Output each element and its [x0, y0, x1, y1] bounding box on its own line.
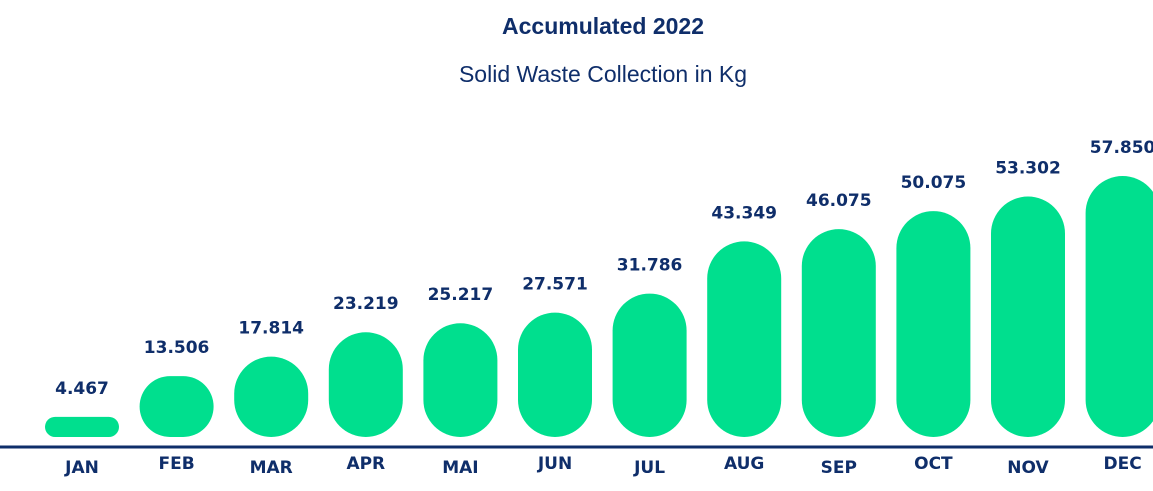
- data-label: 17.814: [238, 319, 304, 339]
- bar: [518, 312, 592, 437]
- x-tick-label: SEP: [821, 458, 857, 478]
- x-tick-label: MAI: [442, 458, 478, 478]
- x-tick-label: APR: [346, 454, 385, 474]
- bar: [45, 416, 119, 437]
- data-label: 27.571: [522, 275, 588, 295]
- x-tick-label: JAN: [64, 458, 99, 478]
- x-tick-label: MAR: [250, 458, 293, 478]
- chart-title: Accumulated 2022: [502, 13, 704, 39]
- bar: [991, 196, 1065, 437]
- chart-subtitle: Solid Waste Collection in Kg: [459, 61, 747, 87]
- bar: [896, 211, 971, 437]
- data-label: 13.506: [144, 338, 210, 358]
- bar: [328, 332, 403, 437]
- x-tick-label: NOV: [1007, 458, 1049, 478]
- data-label: 57.850: [1090, 138, 1153, 158]
- data-label: 31.786: [617, 256, 683, 276]
- bar: [423, 323, 498, 437]
- data-label: 25.217: [428, 285, 494, 305]
- data-label: 50.075: [901, 173, 967, 193]
- bar: [612, 293, 687, 437]
- x-tick-label: JUN: [537, 454, 572, 474]
- bar: [1085, 176, 1153, 437]
- bar: [801, 229, 876, 437]
- x-tick-label: DEC: [1103, 454, 1141, 474]
- x-tick-label: AUG: [724, 454, 764, 474]
- data-label: 46.075: [806, 191, 872, 211]
- x-tick-label: JUL: [633, 458, 665, 478]
- data-label: 23.219: [333, 294, 399, 314]
- data-label: 4.467: [55, 379, 109, 399]
- bar: [707, 241, 782, 437]
- data-label: 53.302: [995, 159, 1061, 179]
- x-tick-label: OCT: [914, 454, 953, 474]
- data-label: 43.349: [711, 203, 777, 223]
- bar: [234, 356, 309, 437]
- bar: [139, 376, 214, 437]
- x-tick-label: FEB: [159, 454, 195, 474]
